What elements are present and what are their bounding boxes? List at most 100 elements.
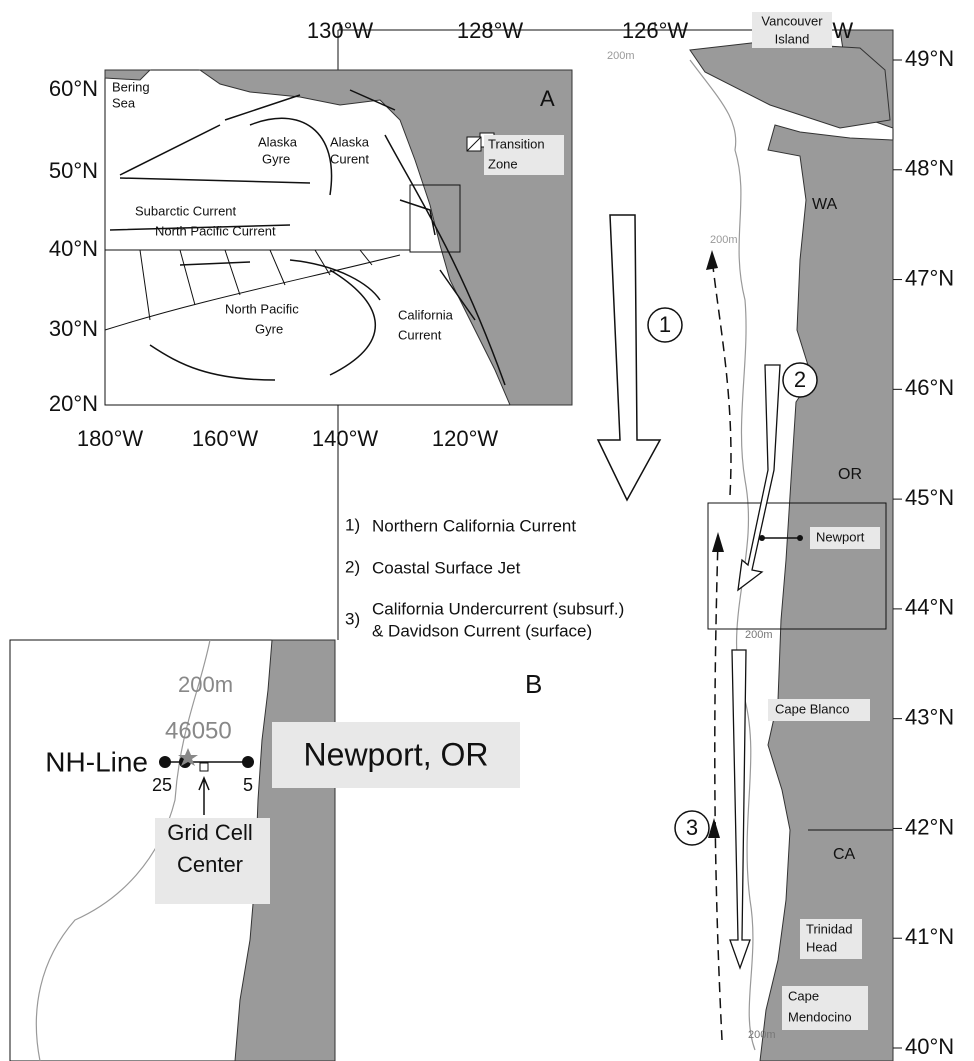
- place: WA: [812, 196, 838, 213]
- lat-label: 41°N: [905, 924, 954, 949]
- lat-label: 30°N: [49, 316, 98, 341]
- label: Transition: [488, 136, 545, 151]
- lat-label: 40°N: [905, 1034, 954, 1059]
- label: Zone: [488, 156, 518, 171]
- buoy-label: 46050: [165, 717, 232, 744]
- station-label: 5: [243, 775, 253, 795]
- place: CA: [833, 846, 856, 863]
- land: [104, 69, 152, 81]
- label-box: [484, 135, 564, 175]
- lat-label: 60°N: [49, 76, 98, 101]
- label: California: [398, 307, 454, 322]
- depth-label: 200m: [178, 672, 233, 697]
- current-number: 1: [659, 312, 671, 337]
- lat-label: 49°N: [905, 46, 954, 71]
- place: Vancouver: [761, 13, 823, 28]
- label: Gyre: [262, 151, 290, 166]
- arrow-current-1: [596, 214, 662, 502]
- place: Cape: [788, 988, 819, 1003]
- label: North Pacific: [225, 301, 299, 316]
- lon-label: 130°W: [307, 18, 374, 43]
- label-box: [810, 527, 880, 549]
- lon-label: 120°W: [432, 426, 499, 451]
- cell-label: Center: [177, 852, 243, 877]
- panel-letter: B: [525, 669, 542, 699]
- extent-box: [409, 184, 461, 253]
- buoy: [178, 748, 198, 766]
- place: Trinidad: [806, 921, 852, 936]
- lat-label: 42°N: [905, 814, 954, 839]
- place: Island: [775, 31, 810, 46]
- number-circle: [674, 810, 710, 846]
- lat-label: 44°N: [905, 595, 954, 620]
- lat-label: 20°N: [49, 391, 98, 416]
- lat-label: 47°N: [905, 265, 954, 290]
- label-box: [752, 12, 832, 48]
- legend-number: 2): [345, 557, 360, 576]
- depth-label: 200m: [748, 1029, 776, 1041]
- number-circle: [647, 307, 683, 343]
- cell-label: Grid Cell: [167, 820, 253, 845]
- station: [159, 756, 171, 768]
- label: Gyre: [255, 321, 283, 336]
- lat-label: 45°N: [905, 485, 954, 510]
- land: [759, 124, 894, 1061]
- land: [198, 69, 573, 406]
- pointer: [198, 776, 210, 815]
- isobath: [689, 59, 756, 1051]
- station-label: 25: [152, 775, 172, 795]
- legend: 1) Northern California Current 2) Coasta…: [345, 515, 624, 640]
- lat-label: 40°N: [49, 236, 98, 261]
- station: [797, 535, 803, 541]
- label: Subarctic Current: [135, 203, 237, 218]
- zone-line: [104, 254, 401, 331]
- number-circle: [782, 362, 818, 398]
- hatch: [139, 249, 373, 321]
- hatch: [466, 136, 482, 152]
- lat-label: 50°N: [49, 158, 98, 183]
- label-box: [768, 699, 870, 721]
- lat-label: 46°N: [905, 375, 954, 400]
- lon-label: 160°W: [192, 426, 259, 451]
- arrow-current-3: [729, 649, 751, 970]
- dashed-arrow: [711, 257, 732, 496]
- depth-label: 200m: [745, 629, 773, 641]
- arrowhead: [708, 818, 720, 838]
- arrowhead: [706, 250, 718, 270]
- current-number: 3: [686, 815, 698, 840]
- place: Newport: [816, 529, 865, 544]
- label: Curent: [330, 151, 369, 166]
- legend-number: 3): [345, 609, 360, 628]
- label-box: [800, 919, 862, 959]
- lon-label: 126°W: [622, 18, 689, 43]
- label-box: [272, 722, 520, 788]
- current-arrow: [109, 89, 506, 386]
- lat-label: 48°N: [905, 156, 954, 181]
- label: North Pacific Current: [155, 223, 276, 238]
- panel-letter: A: [540, 86, 555, 111]
- depth-label: 200m: [710, 234, 738, 246]
- label-box: [155, 818, 270, 904]
- legend-text: Northern California Current: [372, 516, 576, 535]
- place: OR: [838, 466, 862, 483]
- legend-text: Coastal Surface Jet: [372, 558, 521, 577]
- inset-a: Transition Zone A Bering Sea Alaska Gyre…: [49, 69, 573, 451]
- lon-label: 180°W: [77, 426, 144, 451]
- lon-label: 140°W: [312, 426, 379, 451]
- arrow-current-2: [737, 364, 781, 592]
- depth-label: 200m: [607, 50, 635, 62]
- inset-b: 200m B 46050 NH-Line 25 5 Newport, OR Gr…: [9, 639, 542, 1061]
- island: [689, 41, 891, 129]
- legend-text: California Undercurrent (subsurf.): [372, 599, 624, 618]
- place: Cape Blanco: [775, 701, 849, 716]
- current-number: 2: [794, 367, 806, 392]
- label: Sea: [112, 95, 136, 110]
- station: [759, 535, 765, 541]
- place: Mendocino: [788, 1009, 852, 1024]
- lat-ticks: 49°N 48°N 47°N 46°N 45°N 44°N 43°N 42°N 41°N 40°N: [893, 46, 954, 1059]
- inset-b-extent: [707, 502, 887, 630]
- lon-label: 128°W: [457, 18, 524, 43]
- dashed-arrow: [714, 539, 723, 1041]
- line-label: NH-Line: [45, 746, 148, 777]
- place: Head: [806, 939, 837, 954]
